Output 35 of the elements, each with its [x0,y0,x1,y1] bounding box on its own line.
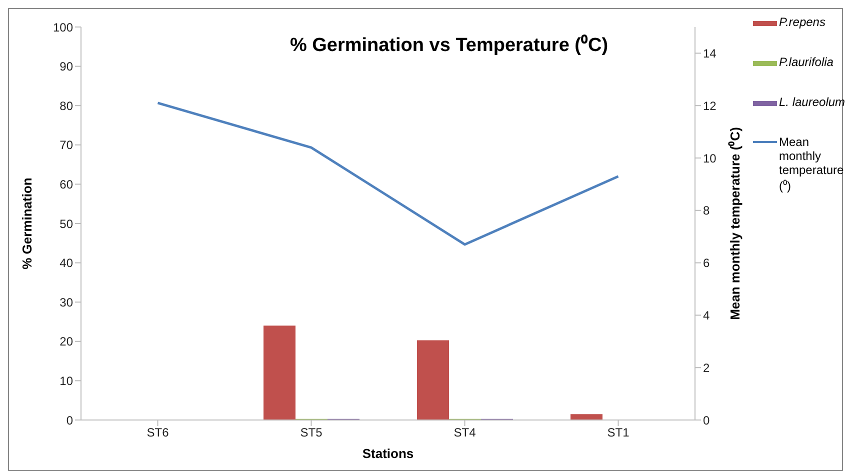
y2-tick-label: 14 [703,46,717,60]
y2-tick-label: 12 [703,98,717,113]
x-tick-label: ST5 [300,426,323,440]
legend-label: P.repens [779,15,826,29]
y-tick-label: 50 [60,216,74,231]
y2-tick-label: 0 [703,413,710,428]
legend-label: Mean monthly temperature (⁰) [779,135,845,194]
y-tick-label: 10 [60,374,74,388]
y2-tick-label: 10 [703,151,717,166]
bar [264,326,296,420]
bar [417,340,449,420]
x-tick-label: ST6 [146,426,170,440]
y-axis-title: % Germination [20,178,35,270]
y2-tick-label: 2 [703,360,710,375]
y-tick-label: 80 [60,98,74,113]
x-tick-label: ST1 [607,426,630,440]
y2-tick-label: 6 [703,256,710,270]
y-tick-label: 100 [52,20,74,34]
y-tick-label: 90 [60,60,74,74]
y-tick-label: 70 [60,138,74,152]
bar [570,414,602,420]
y-tick-label: 20 [60,334,74,349]
x-axis-title: Stations [362,446,414,461]
x-tick-label: ST4 [454,426,476,440]
y2-axis-title: Mean monthly temperature (⁰C) [728,127,743,320]
line-series [156,102,620,246]
legend-label: L. laureolum [779,95,846,109]
y-tick-label: 40 [60,256,74,270]
y-tick-label: 0 [66,413,74,428]
legend-label: P.laurifolia [779,55,834,69]
chart-title: % Germination vs Temperature (⁰C) [288,34,610,57]
y2-tick-label: 8 [703,204,710,218]
y2-tick-label: 4 [703,308,710,322]
y-tick-label: 60 [60,177,74,192]
y-tick-label: 30 [60,295,74,310]
